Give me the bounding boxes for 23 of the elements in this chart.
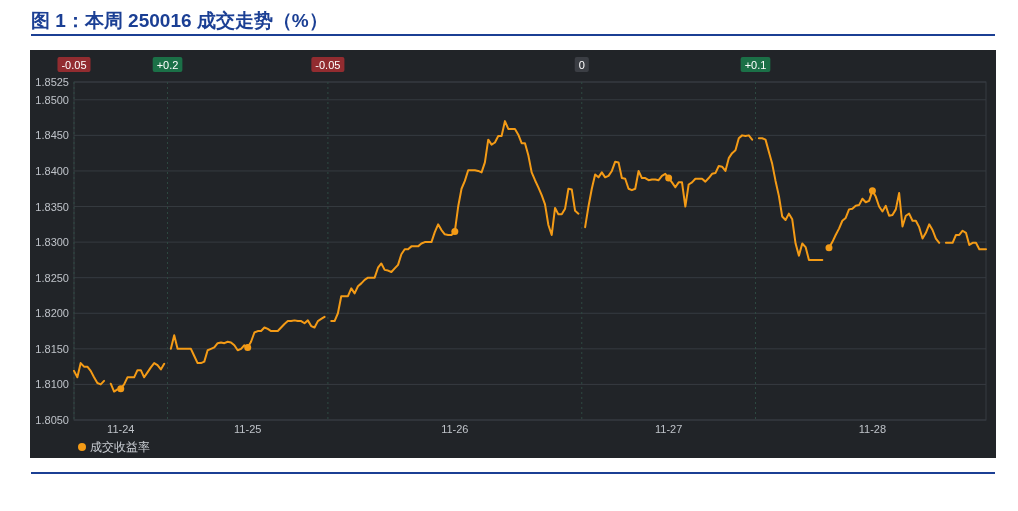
legend-item: 成交收益率 [78, 440, 150, 454]
badge: -0.05 [311, 57, 345, 72]
y-tick-label: 1.8350 [35, 200, 69, 213]
x-tick-label: 11-24 [107, 423, 135, 435]
y-tick-label: 1.8050 [35, 414, 69, 426]
y-tick-label: 1.8250 [35, 271, 69, 284]
y-tick-label: 1.8300 [35, 236, 69, 249]
y-tick-label: 1.8100 [35, 378, 69, 391]
y-tick-label: 1.8200 [35, 307, 69, 320]
y-tick-label: 1.8500 [35, 93, 69, 106]
title: 图 1：本周 250016 成交走势（%） [31, 10, 328, 31]
x-tick-label: 11-26 [441, 423, 469, 435]
y-tick-label: 1.8400 [35, 164, 69, 177]
badge: +0.1 [740, 57, 771, 72]
badge: +0.2 [152, 57, 183, 72]
badge: -0.05 [57, 57, 91, 72]
x-tick-label: 11-27 [654, 423, 683, 435]
y-tick-label: 1.8150 [35, 342, 69, 355]
y-tick-label: 1.8525 [35, 76, 69, 88]
x-tick-label: 11-25 [234, 423, 262, 435]
x-tick-label: 11-28 [858, 423, 887, 435]
legend-label: 成交收益率 [90, 440, 150, 454]
y-tick-label: 1.8450 [35, 129, 69, 142]
